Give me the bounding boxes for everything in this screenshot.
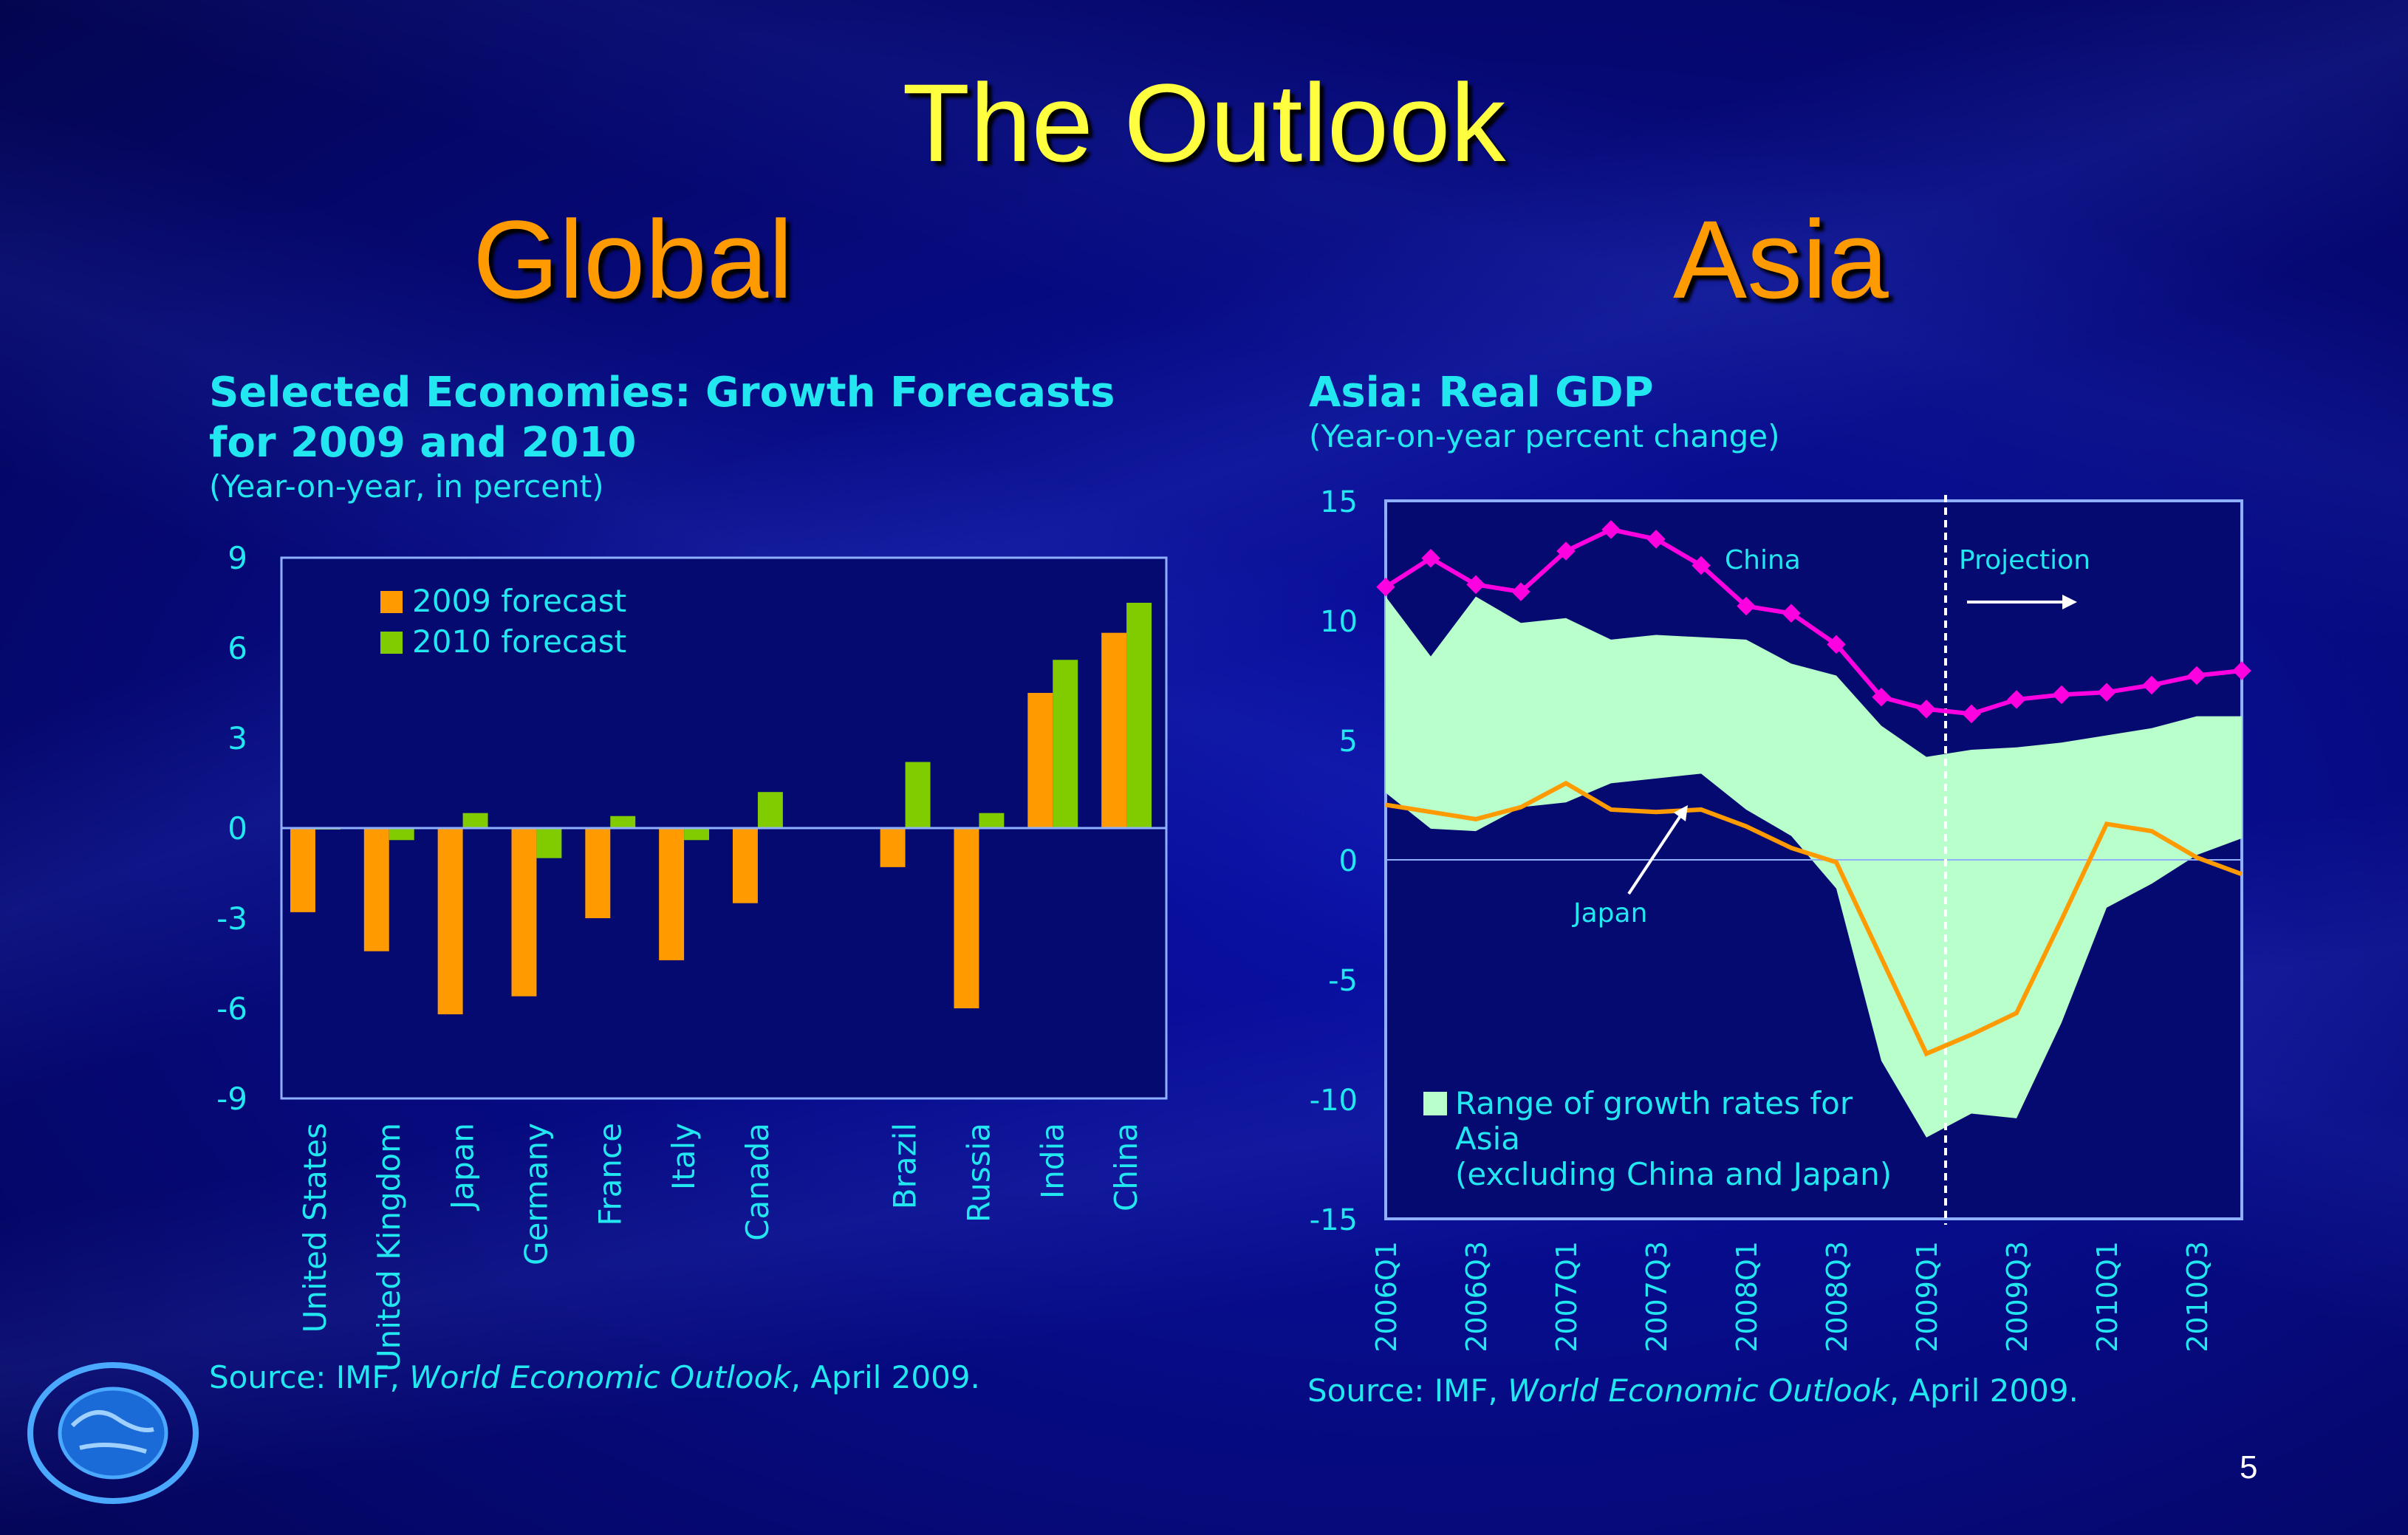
left-chart-title-1: Selected Economies: Growth Forecasts [209,369,1115,417]
left-chart-title-2: for 2009 and 2010 [209,419,637,467]
x-tick-label: Germany [518,1123,554,1265]
x-tick-label: France [592,1123,628,1226]
legend-label: (excluding China and Japan) [1455,1156,1892,1192]
source-prefix: Source: IMF, [1307,1372,1508,1409]
bar-2009 [585,828,611,918]
bar-2010 [1126,603,1152,828]
source-suffix: , April 2009. [790,1359,980,1395]
y-tick-label: 6 [228,630,247,666]
source-prefix: Source: IMF, [209,1359,410,1395]
x-tick-label: 2010Q1 [2091,1241,2124,1353]
y-tick-label: 3 [228,720,247,756]
legend-swatch [380,632,403,654]
bar-2010 [389,828,414,841]
x-tick-label: 2010Q3 [2181,1241,2214,1353]
japan-arrowhead [1674,805,1688,821]
legend-label: 2009 forecast [412,583,626,619]
left-chart-header: Selected Economies: Growth Forecasts for… [209,368,1115,505]
series-line-japan [1385,780,2243,1057]
y-tick-label: 0 [228,810,247,847]
x-tick-label: 2009Q1 [1911,1241,1943,1353]
legend-swatch [380,591,403,613]
x-tick-label: 2006Q1 [1370,1241,1403,1353]
range-band [1386,596,2242,1138]
japan-arrow [1627,811,1684,895]
y-tick-label: 5 [1339,725,1358,759]
y-tick-label: -9 [216,1081,247,1117]
bar-2009 [1101,632,1127,828]
y-tick-label: 9 [228,540,247,576]
x-tick-label: Russia [960,1123,996,1223]
x-tick-label: Canada [739,1123,776,1241]
legend-swatch [1423,1092,1447,1115]
legend-label: 2010 forecast [412,623,626,660]
bar-2009 [363,828,389,951]
x-tick-label: 2007Q3 [1641,1241,1673,1353]
right-chart-title: Asia: Real GDP [1309,369,1654,417]
bar-2009 [1027,693,1053,828]
heading-global: Global [473,197,793,321]
bar-2010 [684,828,710,841]
y-tick-label: -15 [1310,1203,1358,1237]
bar-2010 [610,816,636,828]
y-tick-label: 15 [1320,485,1358,519]
x-tick-label: India [1034,1123,1070,1199]
y-tick-label: -6 [216,991,247,1027]
bar-2009 [659,828,685,960]
annotation-china: China [1725,545,1801,575]
legend-label: Range of growth rates for [1455,1085,1853,1121]
x-tick-label: China [1108,1123,1144,1211]
bar-2010 [979,813,1005,828]
bar-2010 [905,762,931,828]
bar-2009 [290,828,315,912]
bar-2009 [880,828,906,867]
source-title: World Economic Outlook [1508,1372,1889,1409]
bar-2010 [757,792,783,828]
x-tick-label: United Kingdom [371,1123,407,1372]
y-tick-label: 10 [1320,605,1358,639]
right-source: Source: IMF, World Economic Outlook, Apr… [1307,1372,2079,1409]
x-tick-label: Brazil [887,1123,923,1209]
legend-label: Asia [1455,1121,1520,1157]
x-tick-label: 2008Q1 [1731,1241,1763,1353]
left-source: Source: IMF, World Economic Outlook, Apr… [209,1359,980,1395]
heading-asia: Asia [1673,197,1889,321]
annotation-japan: Japan [1572,898,1647,929]
right-chart-subtitle: (Year-on-year percent change) [1309,418,1780,454]
x-tick-label: 2007Q1 [1550,1241,1583,1353]
x-tick-label: 2009Q3 [2001,1241,2034,1353]
bar-2009 [511,828,537,996]
x-tick-label: Japan [445,1123,481,1211]
x-tick-label: 2006Q3 [1460,1241,1493,1353]
source-title: World Economic Outlook [409,1359,791,1395]
x-tick-label: Italy [666,1123,702,1190]
bar-2010 [1053,660,1078,828]
source-suffix: , April 2009. [1889,1372,2079,1409]
y-tick-label: -5 [1328,964,1358,998]
left-chart-subtitle: (Year-on-year, in percent) [209,468,604,505]
bar-2010 [536,828,562,858]
y-tick-label: 0 [1339,844,1358,878]
bar-2010 [462,813,488,828]
projection-arrowhead [2062,595,2077,609]
annotation-projection: Projection [1959,545,2090,575]
imf-logo [27,1362,199,1504]
y-tick-label: -10 [1310,1084,1358,1118]
bar-2009 [732,828,758,903]
y-tick-label: -3 [216,900,247,937]
right-chart-header: Asia: Real GDP (Year-on-year percent cha… [1309,368,1780,454]
page-number: 5 [2240,1449,2258,1486]
slide-title: The Outlook [902,61,1506,185]
x-tick-label: 2008Q3 [1821,1241,1853,1353]
bar-2009 [437,828,463,1015]
bar-2009 [954,828,979,1008]
x-tick-label: United States [297,1123,333,1333]
